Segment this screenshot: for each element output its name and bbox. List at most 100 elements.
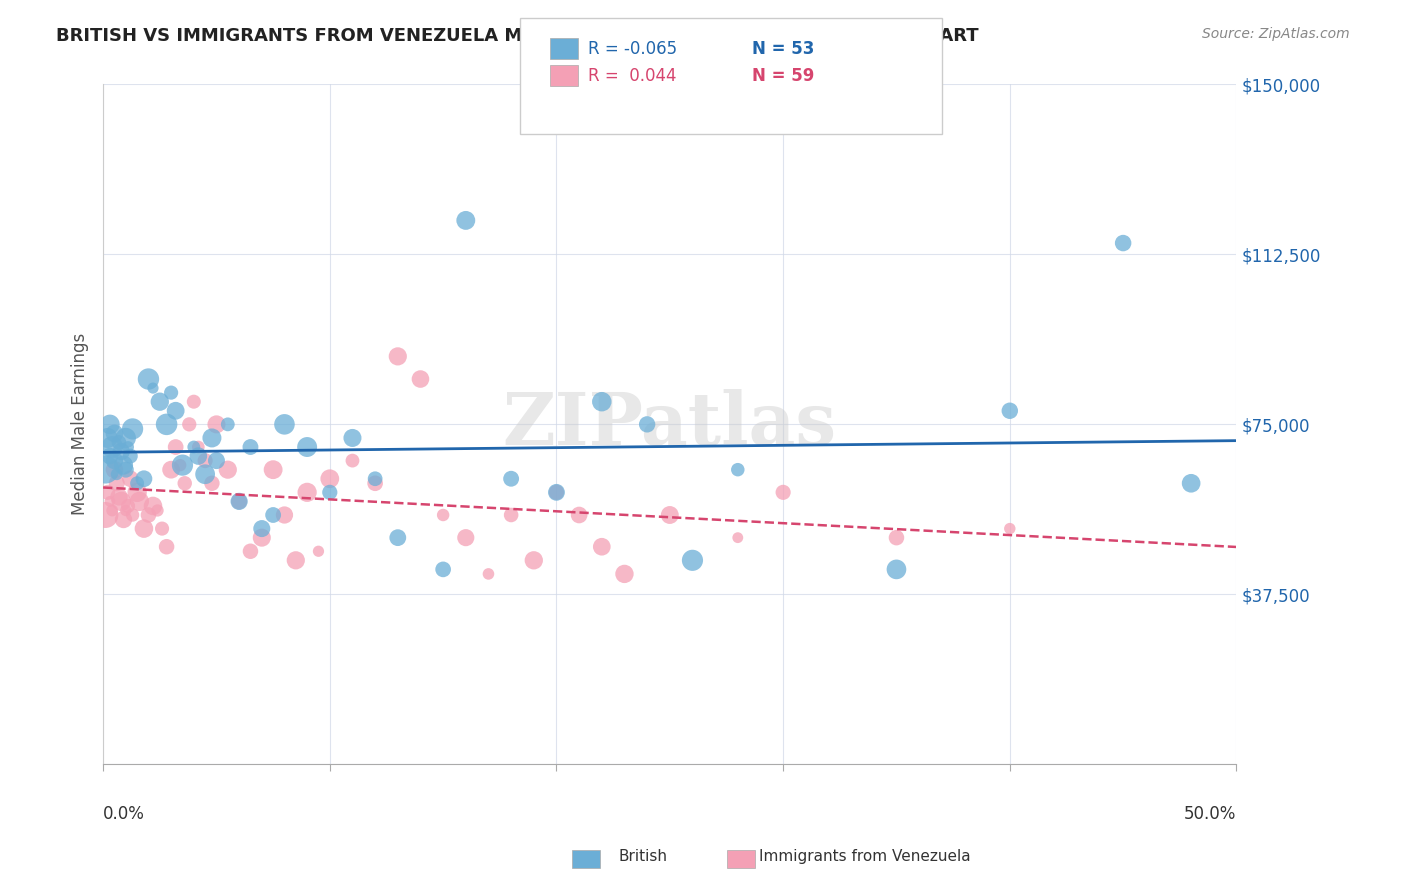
Point [387,350,409,364]
Point [110,494,132,508]
Point [169,458,191,472]
Point [160,463,183,477]
Point [94,508,117,522]
Point [432,508,454,522]
Text: Immigrants from Venezuela: Immigrants from Venezuela [759,849,972,863]
Point [108,435,131,450]
Point [454,213,477,227]
Point [205,417,228,432]
Point [105,467,128,482]
Point [142,499,165,513]
Point [295,485,318,500]
Text: 50.0%: 50.0% [1184,805,1236,823]
Point [409,372,432,386]
Point [128,494,150,508]
Point [658,508,681,522]
Point [138,508,160,522]
Point [120,449,142,463]
Point [523,553,546,567]
Point [183,440,205,454]
Point [217,417,239,432]
Point [98,449,121,463]
Point [132,522,155,536]
Point [308,544,330,558]
Point [477,566,499,581]
Point [117,440,139,454]
Point [250,531,273,545]
Point [262,508,284,522]
Point [179,417,201,432]
Point [772,485,794,500]
Point [273,508,295,522]
Point [546,485,568,500]
Point [165,440,187,454]
Point [319,472,342,486]
Y-axis label: Median Male Earnings: Median Male Earnings [72,334,89,516]
Point [228,494,250,508]
Point [155,540,177,554]
Point [97,485,120,500]
Text: N = 59: N = 59 [752,67,814,85]
Point [121,508,143,522]
Point [120,472,142,486]
Point [103,463,125,477]
Point [138,372,160,386]
Point [239,440,262,454]
Point [194,467,217,482]
Point [364,472,387,486]
Text: ZIPatlas: ZIPatlas [503,389,837,460]
Point [682,553,704,567]
Point [342,453,364,467]
Point [239,544,262,558]
Point [103,453,125,467]
Point [108,490,131,504]
Point [613,566,636,581]
Point [364,476,387,491]
Point [217,463,239,477]
Point [568,508,591,522]
Point [295,440,318,454]
Point [187,440,209,454]
Point [94,463,117,477]
Point [501,472,523,486]
Point [112,458,135,472]
Point [127,485,149,500]
Point [998,403,1021,417]
Point [127,476,149,491]
Point [103,426,125,441]
Point [121,422,143,436]
Point [98,417,121,432]
Point [110,444,132,458]
Point [112,512,135,526]
Text: British: British [619,849,668,863]
Point [201,476,224,491]
Text: Source: ZipAtlas.com: Source: ZipAtlas.com [1202,27,1350,41]
Point [101,503,124,517]
Text: R = -0.065: R = -0.065 [588,40,676,58]
Point [319,485,342,500]
Point [117,499,139,513]
Point [150,522,173,536]
Point [727,531,749,545]
Text: BRITISH VS IMMIGRANTS FROM VENEZUELA MEDIAN MALE EARNINGS CORRELATION CHART: BRITISH VS IMMIGRANTS FROM VENEZUELA MED… [56,27,979,45]
Point [105,476,128,491]
Point [546,485,568,500]
Point [886,531,908,545]
Point [591,394,613,409]
Point [173,476,195,491]
Point [1180,476,1202,491]
Point [387,531,409,545]
Point [201,431,224,445]
Point [183,394,205,409]
Point [273,417,295,432]
Point [501,508,523,522]
Point [187,449,209,463]
Point [727,463,749,477]
Point [149,394,172,409]
Point [165,403,187,417]
Point [146,503,169,517]
Point [284,553,307,567]
Point [886,562,908,576]
Point [342,431,364,445]
Point [114,463,136,477]
